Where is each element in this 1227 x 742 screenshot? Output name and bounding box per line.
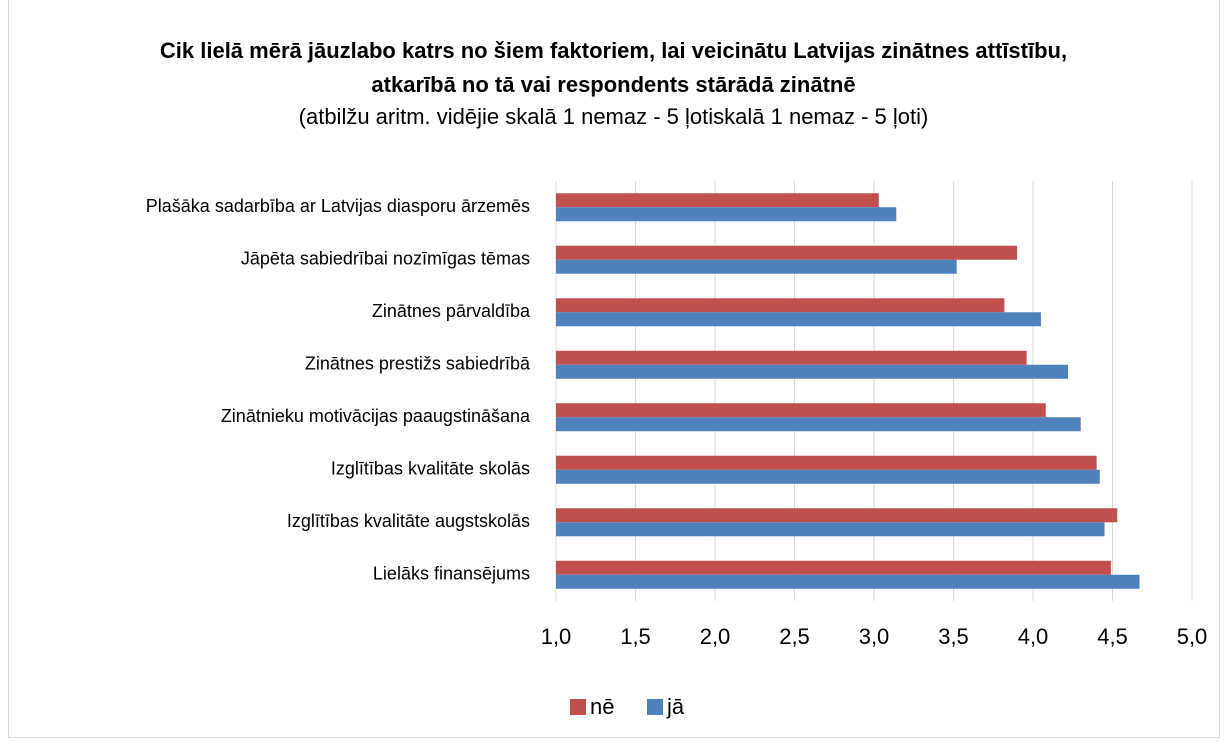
x-tick-label: 4,0 — [1018, 624, 1049, 649]
y-tick-label: Zinātnieku motivācijas paaugstināšana — [221, 406, 531, 426]
legend-swatch — [647, 699, 663, 715]
bar — [556, 403, 1046, 418]
legend-swatch — [570, 699, 586, 715]
bar — [556, 298, 1005, 313]
y-tick-label: Zinātnes prestižs sabiedrībā — [305, 354, 531, 374]
bar — [556, 508, 1118, 523]
y-tick-label: Plašāka sadarbība ar Latvijas diasporu ā… — [146, 196, 530, 216]
chart-title: Cik lielā mērā jāuzlabo katrs no šiem fa… — [159, 38, 1068, 97]
bar — [556, 469, 1100, 484]
x-tick-label: 4,5 — [1097, 624, 1128, 649]
x-tick-label: 1,5 — [620, 624, 651, 649]
x-tick-label: 1,0 — [541, 624, 572, 649]
bar — [556, 207, 897, 222]
bar — [556, 259, 957, 274]
bar — [556, 417, 1081, 432]
y-tick-label: Izglītības kvalitāte skolās — [331, 459, 530, 479]
y-tick-label: Jāpēta sabiedrībai nozīmīgas tēmas — [241, 249, 530, 269]
x-tick-label: 2,0 — [700, 624, 731, 649]
x-tick-label: 2,5 — [779, 624, 810, 649]
y-tick-label: Izglītības kvalitāte augstskolās — [287, 511, 530, 531]
x-tick-label: 3,5 — [938, 624, 969, 649]
chart-subtitle: (atbilžu aritm. vidējie skalā 1 nemaz - … — [298, 104, 929, 129]
bar — [556, 455, 1097, 470]
y-tick-label: Lielāks finansējums — [373, 564, 530, 584]
y-tick-label: Zinātnes pārvaldība — [372, 301, 531, 321]
bar — [556, 560, 1111, 575]
bar — [556, 350, 1027, 365]
bar — [556, 574, 1140, 589]
legend-label: nē — [590, 694, 614, 719]
bar — [556, 245, 1018, 260]
bar — [556, 522, 1105, 537]
x-tick-label: 3,0 — [859, 624, 890, 649]
bar — [556, 312, 1041, 327]
x-tick-label: 5,0 — [1177, 624, 1208, 649]
bar — [556, 364, 1068, 379]
bar — [556, 193, 879, 208]
chart-frame — [8, 0, 1220, 738]
legend-label: jā — [666, 694, 685, 719]
